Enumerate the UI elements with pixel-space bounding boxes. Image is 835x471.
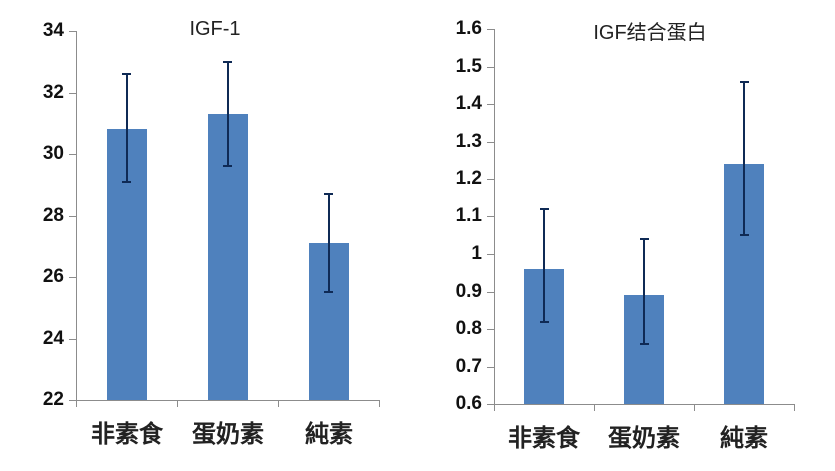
y-tick xyxy=(487,367,494,368)
y-tick-label: 32 xyxy=(42,82,64,103)
error-bar xyxy=(328,194,330,292)
error-cap-top xyxy=(540,208,549,210)
igf1-chart: IGF-1 22 24 26 28 30 32 34 非素食 蛋奶素 純素 xyxy=(42,18,380,448)
error-cap-top xyxy=(740,81,749,83)
y-tick-label: 1.1 xyxy=(455,205,482,226)
x-axis-line xyxy=(69,400,379,401)
y-tick-label: 1.5 xyxy=(455,56,482,77)
x-category-label: 非素食 xyxy=(91,420,163,448)
y-tick xyxy=(69,216,76,217)
y-tick xyxy=(69,93,76,94)
y-tick-label: 1.4 xyxy=(455,93,482,114)
error-cap-bottom xyxy=(122,181,131,183)
error-bar xyxy=(227,62,229,167)
y-tick-label: 0.7 xyxy=(455,356,482,377)
y-tick-label: 28 xyxy=(42,205,64,226)
x-category-label: 蛋奶素 xyxy=(608,424,680,452)
y-tick xyxy=(487,179,494,180)
y-axis-line xyxy=(494,29,495,404)
error-cap-bottom xyxy=(540,321,549,323)
y-tick xyxy=(487,142,494,143)
y-tick-label: 0.6 xyxy=(455,393,482,414)
x-tick xyxy=(694,404,695,411)
y-axis-line xyxy=(76,31,77,400)
x-tick xyxy=(379,400,380,407)
x-tick xyxy=(494,404,495,411)
error-bar xyxy=(643,239,645,344)
y-tick-label: 0.8 xyxy=(455,318,482,339)
y-tick-label: 24 xyxy=(42,328,64,349)
error-cap-bottom xyxy=(324,291,333,293)
y-tick-label: 0.9 xyxy=(455,281,482,302)
y-tick-label: 1.3 xyxy=(455,131,482,152)
x-tick xyxy=(177,400,178,407)
x-tick xyxy=(278,400,279,407)
error-bar xyxy=(743,82,745,236)
y-tick xyxy=(487,216,494,217)
error-cap-top xyxy=(122,73,131,75)
y-tick-label: 34 xyxy=(42,20,64,41)
x-tick xyxy=(76,400,77,407)
error-cap-top xyxy=(223,61,232,63)
y-tick xyxy=(487,254,494,255)
x-category-label: 純素 xyxy=(720,424,768,452)
y-tick xyxy=(487,67,494,68)
y-tick-label: 1.6 xyxy=(455,18,482,39)
error-cap-bottom xyxy=(640,343,649,345)
error-cap-top xyxy=(640,238,649,240)
x-tick xyxy=(794,404,795,411)
y-tick-label: 26 xyxy=(42,266,64,287)
x-tick xyxy=(594,404,595,411)
x-category-label: 純素 xyxy=(305,420,353,448)
y-tick xyxy=(69,154,76,155)
y-tick-label: 22 xyxy=(42,389,64,410)
error-cap-bottom xyxy=(223,165,232,167)
y-tick-label: 30 xyxy=(42,143,64,164)
y-tick xyxy=(487,104,494,105)
x-axis-line xyxy=(487,404,794,405)
y-tick xyxy=(487,404,494,405)
y-tick-label: 1.2 xyxy=(455,168,482,189)
chart-title: IGF-1 xyxy=(189,18,241,40)
y-tick xyxy=(69,339,76,340)
y-tick xyxy=(69,400,76,401)
error-cap-bottom xyxy=(740,234,749,236)
error-bar xyxy=(126,74,128,182)
x-category-label: 非素食 xyxy=(508,424,580,452)
y-tick xyxy=(487,292,494,293)
error-bar xyxy=(543,209,545,322)
error-cap-top xyxy=(324,193,333,195)
y-tick xyxy=(69,277,76,278)
y-tick xyxy=(487,29,494,30)
chart-title: IGF结合蛋白 xyxy=(593,22,707,44)
y-tick-label: 1 xyxy=(471,243,482,264)
y-tick xyxy=(69,31,76,32)
x-category-label: 蛋奶素 xyxy=(192,420,264,448)
y-tick xyxy=(487,329,494,330)
